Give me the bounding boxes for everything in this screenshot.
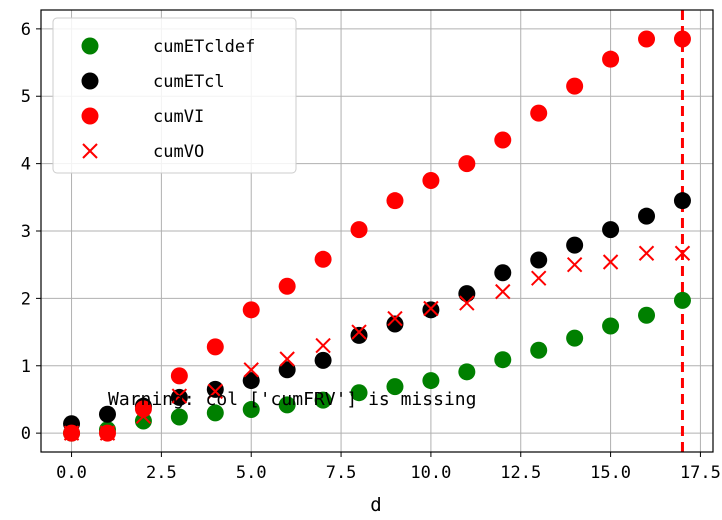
point-cumETcl [673, 192, 691, 210]
y-tick-label: 5 [21, 87, 31, 107]
point-cumETcl [458, 285, 476, 303]
point-cumVI [386, 192, 404, 210]
point-cumVO [99, 425, 116, 441]
point-cumETcldef [494, 351, 512, 369]
y-tick-label: 3 [21, 222, 31, 242]
point-cumVO [459, 295, 475, 311]
point-cumETcldef [638, 306, 656, 324]
point-cumETcl [494, 264, 512, 282]
point-cumETcl [386, 315, 404, 333]
point-cumETcl [242, 372, 260, 390]
x-tick-label: 10.0 [410, 463, 451, 483]
series-cumVO [63, 245, 691, 441]
point-cumVO [135, 408, 152, 424]
legend-marker-cumVO [82, 143, 98, 159]
legend-label-cumETcl: cumETcl [153, 72, 225, 92]
point-cumVO [638, 245, 655, 261]
legend-label-cumETcldef: cumETcldef [153, 37, 255, 57]
point-cumVO [423, 300, 439, 317]
point-cumVO [207, 383, 223, 400]
point-cumETcldef [242, 401, 260, 419]
series-cumETcldef [63, 291, 691, 442]
y-axis-ticks: 0 1 2 3 4 5 6 [21, 20, 41, 444]
point-cumETcl [206, 380, 224, 398]
point-cumETcldef [566, 329, 584, 347]
point-cumETcldef [278, 396, 296, 414]
point-cumVI [170, 367, 188, 385]
y-tick-label: 2 [21, 289, 31, 309]
point-cumETcldef [134, 412, 152, 430]
x-tick-label: 17.5 [680, 463, 721, 483]
point-cumVO [351, 324, 367, 340]
legend-label-cumVI: cumVI [153, 107, 204, 127]
point-cumVI [494, 131, 512, 149]
grid [41, 10, 713, 452]
point-cumETcl [278, 361, 296, 379]
point-cumVO [495, 283, 511, 300]
point-cumETcldef [170, 408, 188, 426]
point-cumETcl [314, 351, 332, 369]
point-cumVO [63, 425, 80, 441]
point-cumETcldef [314, 391, 332, 409]
y-tick-label: 0 [21, 424, 31, 444]
point-cumVI [242, 301, 260, 319]
warning-annotation: Warning: col ['cumFRV'] is missing [108, 389, 476, 410]
x-tick-label: 0.0 [56, 463, 87, 483]
legend-marker-cumETcl [81, 72, 99, 90]
legend-marker-cumETcldef [81, 37, 99, 55]
point-cumVO [171, 388, 188, 404]
x-axis-ticks: 0.0 2.5 5.0 7.5 10.0 12.5 15.0 17.5 [56, 452, 721, 483]
point-cumETcl [602, 221, 620, 239]
point-cumVI [278, 277, 296, 295]
x-tick-label: 15.0 [590, 463, 631, 483]
point-cumVI [602, 50, 620, 68]
point-cumETcldef [458, 363, 476, 381]
point-cumETcldef [602, 317, 620, 335]
x-axis-label: d [370, 494, 381, 516]
point-cumVO [674, 245, 691, 261]
point-cumETcl [638, 207, 656, 225]
point-cumVI [638, 30, 656, 48]
point-cumVI [206, 338, 224, 356]
point-cumETcldef [530, 341, 548, 359]
point-cumETcl [530, 251, 548, 269]
y-tick-label: 4 [21, 155, 31, 175]
x-tick-label: 5.0 [236, 463, 267, 483]
y-tick-label: 1 [21, 357, 31, 377]
point-cumVO [602, 254, 619, 270]
point-cumVO [531, 270, 547, 286]
point-cumVO [243, 362, 259, 378]
legend-label-cumVO: cumVO [153, 142, 204, 162]
legend-box [52, 17, 297, 174]
point-cumETcldef [386, 378, 404, 396]
point-cumVO [566, 256, 583, 273]
point-cumVI [350, 221, 368, 239]
point-cumVI [566, 77, 584, 95]
point-cumVO [315, 337, 331, 354]
point-cumETcldef [206, 404, 224, 422]
point-cumETcldef [350, 384, 368, 402]
point-cumETcl [566, 236, 584, 254]
legend-marker-cumVI [81, 107, 99, 125]
x-tick-label: 7.5 [326, 463, 357, 483]
point-cumETcldef [673, 291, 691, 309]
point-cumVI [458, 155, 476, 173]
y-tick-label: 6 [21, 20, 31, 40]
x-tick-label: 12.5 [500, 463, 541, 483]
point-cumETcl [350, 326, 368, 344]
point-cumETcldef [422, 372, 440, 390]
legend: cumETcldef cumETcl cumVI cumVO [52, 17, 297, 174]
plot-area [63, 30, 691, 442]
point-cumETcl [98, 405, 116, 423]
point-cumVI [673, 30, 691, 48]
x-tick-label: 2.5 [146, 463, 177, 483]
point-cumVO [387, 310, 403, 327]
point-cumVI [530, 104, 548, 122]
point-cumVO [279, 351, 295, 367]
point-cumVI [422, 171, 440, 189]
point-cumVI [314, 250, 332, 268]
